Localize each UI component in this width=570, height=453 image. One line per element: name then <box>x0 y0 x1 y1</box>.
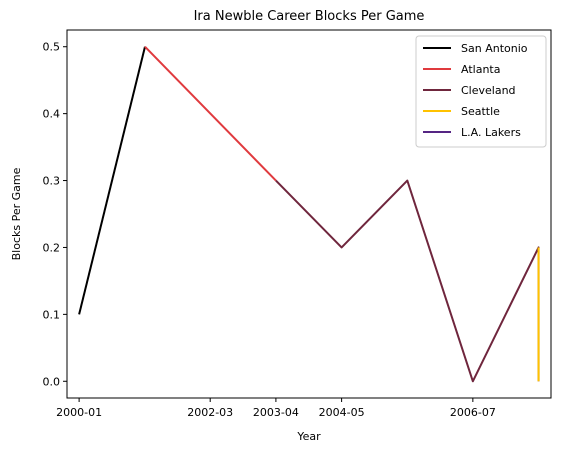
x-tick-label: 2002-03 <box>187 406 233 419</box>
chart-title: Ira Newble Career Blocks Per Game <box>194 9 425 24</box>
y-tick-label: 0.2 <box>43 241 61 254</box>
legend-label-san-antonio: San Antonio <box>461 42 528 55</box>
y-tick-label: 0.4 <box>43 108 61 121</box>
y-ticks: 0.0 0.1 0.2 0.3 0.4 0.5 <box>43 41 67 388</box>
series-line-cleveland <box>275 179 540 383</box>
x-tick-label: 2003-04 <box>253 406 299 419</box>
x-ticks: 2000-01 2002-03 2003-04 2004-05 2006-07 <box>56 398 496 419</box>
series-line-san-antonio <box>78 46 146 315</box>
series-line-atlanta <box>144 46 277 182</box>
y-axis-label: Blocks Per Game <box>10 167 23 260</box>
x-tick-label: 2004-05 <box>319 406 365 419</box>
plot-frame <box>66 29 552 399</box>
legend: San Antonio Atlanta Cleveland Seattle L.A. L… <box>415 35 547 148</box>
legend-label-l-a-lakers: L.A. Lakers <box>461 126 521 139</box>
y-tick-label: 0.1 <box>43 308 61 321</box>
legend-label-seattle: Seattle <box>461 105 500 118</box>
y-tick-label: 0.5 <box>43 41 61 54</box>
x-tick-label: 2006-07 <box>450 406 496 419</box>
x-tick-label: 2000-01 <box>56 406 102 419</box>
legend-frame <box>415 35 547 148</box>
y-tick-label: 0.0 <box>43 375 61 388</box>
legend-label-cleveland: Cleveland <box>461 84 516 97</box>
y-tick-label: 0.3 <box>43 175 61 188</box>
legend-items: San Antonio Atlanta Cleveland Seattle L.A. L… <box>423 42 528 139</box>
series-layer <box>78 46 540 383</box>
x-axis-label: Year <box>296 430 321 443</box>
legend-label-atlanta: Atlanta <box>461 63 500 76</box>
